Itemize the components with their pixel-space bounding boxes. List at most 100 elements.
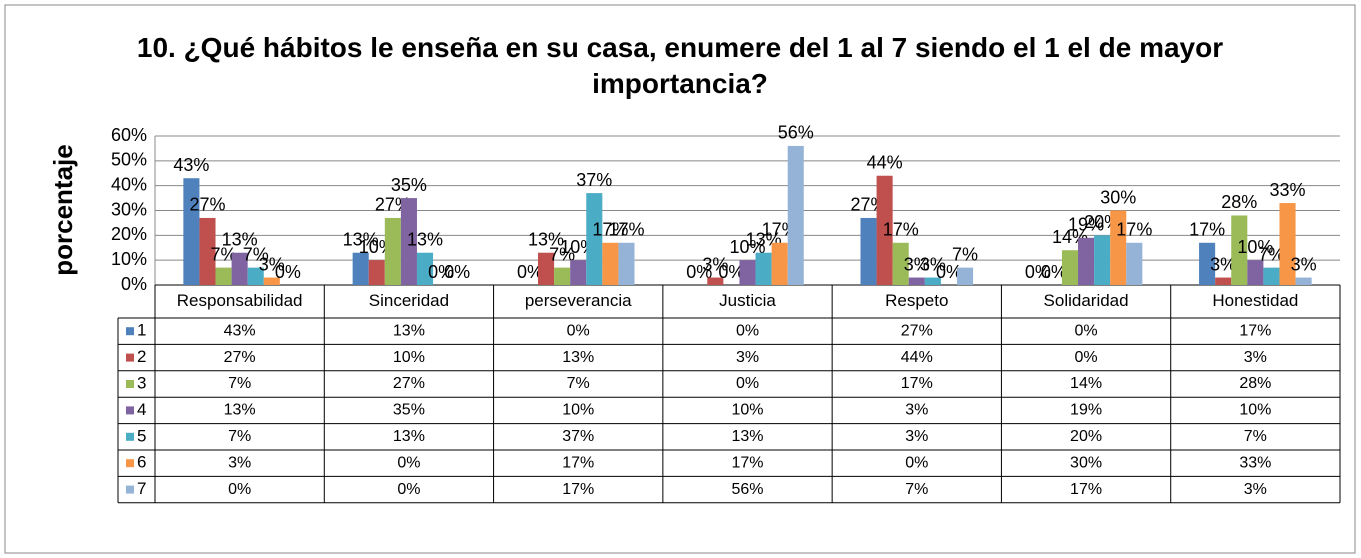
table-cell: 3% <box>1244 481 1267 498</box>
table-cell: 27% <box>393 375 425 392</box>
table-cell: 13% <box>731 428 763 445</box>
y-tick-label: 10% <box>111 249 147 269</box>
table-cell: 33% <box>1239 454 1271 471</box>
table-cell: 43% <box>224 322 256 339</box>
y-tick-label: 60% <box>111 125 147 145</box>
y-tick-label: 20% <box>111 224 147 244</box>
data-label: 17% <box>883 220 919 240</box>
bar <box>1199 242 1216 285</box>
data-label: 13% <box>407 229 443 249</box>
data-label: 0% <box>686 262 712 282</box>
bar <box>860 217 877 285</box>
table-cell: 27% <box>224 349 256 366</box>
bar <box>570 260 587 285</box>
bar <box>384 217 401 285</box>
x-tick-label: Sinceridad <box>369 291 449 310</box>
bar <box>908 277 925 285</box>
table-cell: 14% <box>1070 375 1102 392</box>
table-cell: 30% <box>1070 454 1102 471</box>
table-cell: 3% <box>736 349 759 366</box>
bar <box>1215 277 1232 285</box>
bar <box>739 260 756 285</box>
table-cell: 35% <box>393 402 425 419</box>
table-cell: 7% <box>228 428 251 445</box>
data-label: 7% <box>211 244 237 264</box>
legend-key <box>126 459 134 468</box>
table-cell: 37% <box>562 428 594 445</box>
bar <box>1110 210 1127 285</box>
bar <box>924 277 941 285</box>
bar <box>787 145 804 285</box>
table-cell: 0% <box>397 481 420 498</box>
table-cell: 10% <box>731 402 763 419</box>
y-tick-label: 30% <box>111 199 147 219</box>
table-cell: 17% <box>731 454 763 471</box>
bar <box>352 252 369 285</box>
data-label: 7% <box>243 244 269 264</box>
table-cell: 0% <box>1075 349 1098 366</box>
data-label: 56% <box>778 123 814 143</box>
x-tick-label: Responsabilidad <box>177 291 303 310</box>
table-cell: 17% <box>562 454 594 471</box>
table-cell: 3% <box>905 402 928 419</box>
data-label: 28% <box>1221 192 1257 212</box>
data-label: 7% <box>1258 244 1284 264</box>
data-label: 7% <box>952 244 978 264</box>
data-label: 3% <box>920 254 946 274</box>
table-cell: 0% <box>567 322 590 339</box>
data-label: 7% <box>549 244 575 264</box>
data-label: 13% <box>343 229 379 249</box>
bar <box>1078 237 1095 285</box>
data-label: 0% <box>444 262 470 282</box>
data-label: 0% <box>1025 262 1051 282</box>
table-cell: 0% <box>905 454 928 471</box>
table-cell: 17% <box>901 375 933 392</box>
legend-key <box>126 380 134 388</box>
data-label: 43% <box>173 155 209 175</box>
data-label: 0% <box>718 262 744 282</box>
table-cell: 3% <box>228 454 251 471</box>
table-cell: 0% <box>736 322 759 339</box>
data-label: 44% <box>867 152 903 172</box>
data-label: 33% <box>1270 180 1306 200</box>
bar <box>876 175 893 285</box>
x-tick-label: Solidaridad <box>1044 291 1129 310</box>
data-label: 0% <box>428 262 454 282</box>
bar <box>586 193 603 285</box>
data-label: 10% <box>729 237 765 257</box>
table-cell: 17% <box>1070 481 1102 498</box>
bar <box>1126 242 1143 285</box>
data-label: 17% <box>592 220 628 240</box>
table-cell: 13% <box>393 428 425 445</box>
x-tick-label: Honestidad <box>1212 291 1298 310</box>
y-tick-label: 40% <box>111 174 147 194</box>
legend-label: 6 <box>137 453 146 472</box>
legend-label: 4 <box>137 400 146 419</box>
legend-key <box>126 432 134 441</box>
data-label: 19% <box>1068 215 1104 235</box>
data-label: 10% <box>1237 237 1273 257</box>
bar <box>247 267 264 285</box>
bar <box>199 217 216 285</box>
table-cell: 17% <box>1239 322 1271 339</box>
bar <box>538 252 555 285</box>
table-cell: 7% <box>567 375 590 392</box>
data-label: 3% <box>259 254 285 274</box>
data-label: 0% <box>517 262 543 282</box>
table-cell: 10% <box>1239 402 1271 419</box>
table-cell: 19% <box>1070 402 1102 419</box>
data-label: 3% <box>702 254 728 274</box>
y-axis-label: porcentaje <box>48 144 78 276</box>
data-label: 17% <box>1116 220 1152 240</box>
legend-label: 2 <box>137 347 146 366</box>
data-label: 0% <box>936 262 962 282</box>
bar <box>892 242 909 285</box>
bar <box>1295 277 1312 285</box>
bar <box>602 242 619 285</box>
table-cell: 3% <box>905 428 928 445</box>
legend-key <box>126 353 134 362</box>
table-cell: 0% <box>1075 322 1098 339</box>
x-tick-label: Justicia <box>719 291 776 310</box>
table-cell: 3% <box>1244 349 1267 366</box>
